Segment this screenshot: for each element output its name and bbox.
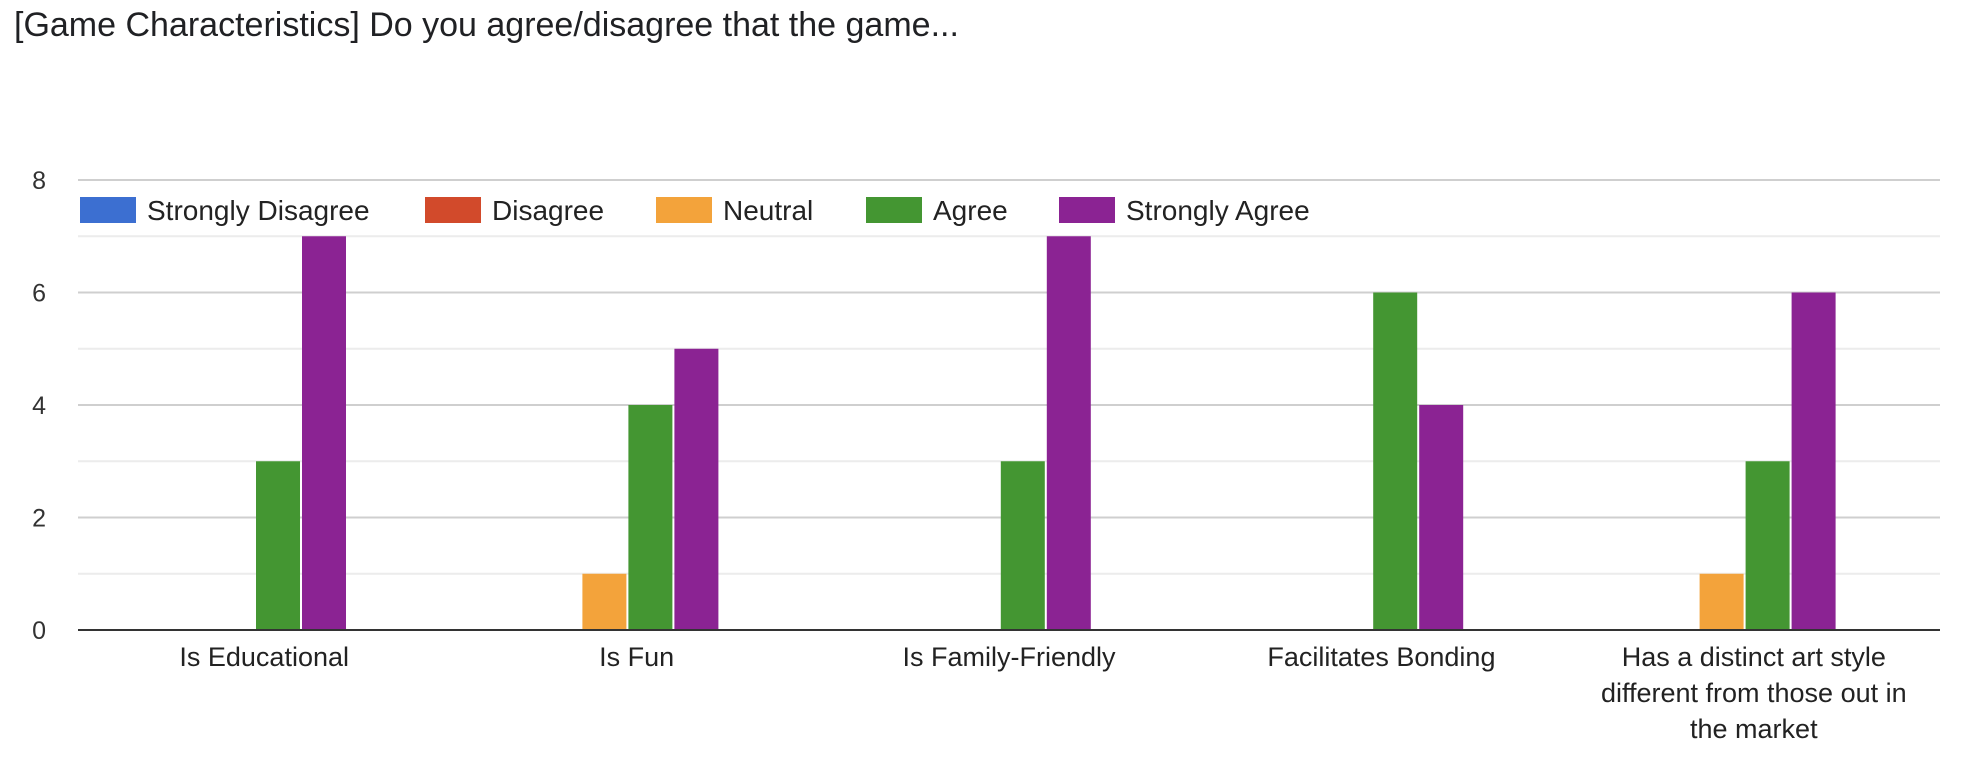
legend-swatch [1059,197,1115,223]
bar [1745,461,1790,630]
bar [628,405,673,630]
legend-label: Strongly Disagree [147,195,370,226]
x-category-label: the market [1690,714,1818,744]
legend-label: Neutral [723,195,813,226]
x-category-label: Is Educational [179,642,349,672]
bar [1046,236,1091,630]
legend-swatch [425,197,481,223]
legend-swatch [80,197,136,223]
y-tick-label: 0 [32,617,46,645]
bar [302,236,346,630]
y-tick-label: 4 [32,392,46,420]
bar [1699,573,1744,630]
legend-label: Disagree [492,195,604,226]
y-tick-label: 2 [32,505,46,533]
bar [582,573,627,630]
x-category-label: Is Fun [599,642,674,672]
x-category-label: different from those out in [1601,678,1907,708]
bar [674,348,719,630]
legend-swatch [866,197,922,223]
chart-title: [Game Characteristics] Do you agree/disa… [14,6,959,44]
bar [1373,292,1418,630]
x-category-label: Is Family-Friendly [902,642,1116,672]
legend-label: Agree [933,195,1008,226]
bar [1419,405,1464,630]
bar [256,461,300,630]
legend-label: Strongly Agree [1126,195,1310,226]
bar [1791,292,1836,630]
x-category-label: Has a distinct art style [1622,642,1886,672]
bar [1000,461,1045,630]
x-category-label: Facilitates Bonding [1267,642,1495,672]
legend-swatch [656,197,712,223]
y-tick-label: 8 [32,167,46,195]
y-tick-label: 6 [32,280,46,308]
